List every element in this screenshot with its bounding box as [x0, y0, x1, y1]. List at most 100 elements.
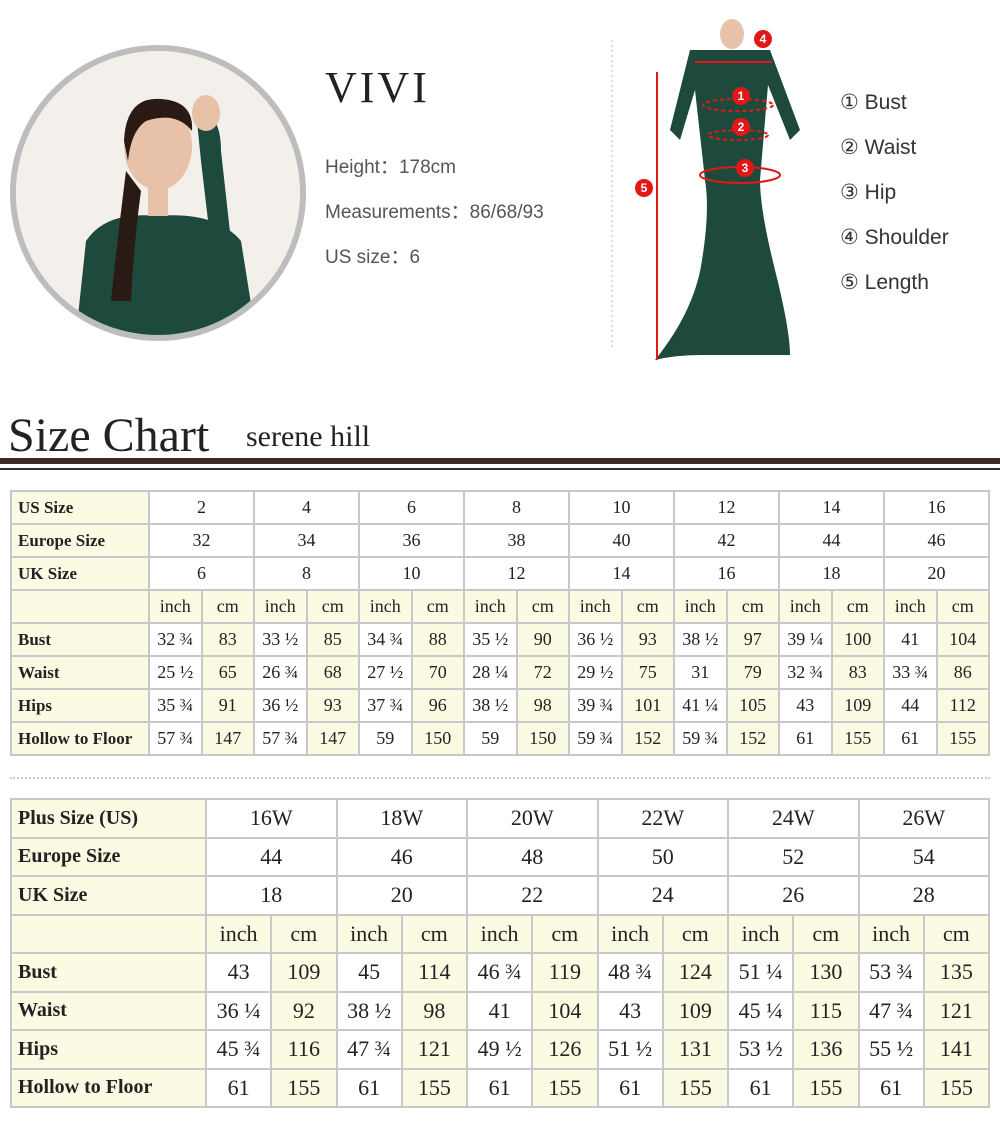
- inch-cell: 61: [465, 1067, 534, 1108]
- legend-bust: ① Bust: [840, 91, 907, 114]
- inch-cell: 36 ¼: [204, 990, 273, 1031]
- cm-cell: 72: [515, 655, 570, 690]
- inch-cell: 47 ¾: [335, 1029, 403, 1070]
- model-photo: [10, 45, 306, 341]
- unit-inch: inch: [148, 589, 203, 624]
- cm-cell: 155: [400, 1067, 469, 1108]
- cm-cell: 83: [830, 655, 885, 690]
- model-us-size: US size：6: [325, 247, 421, 268]
- measurement-row: Bust 32 ¾ 83 33 ½ 85 34 ¾ 88 35 ½ 90 36 ½ 93 38 ½ 97…: [10, 622, 990, 657]
- measurement-row: Hollow to Floor 61 155 61 155 61 155 61 155 61 155…: [10, 1067, 991, 1108]
- unit-cm: cm: [725, 589, 780, 624]
- cm-cell: 91: [200, 688, 255, 723]
- size-cell: 20: [335, 875, 468, 916]
- marker-3-label: 3: [742, 161, 749, 175]
- size-cell: 22W: [596, 798, 729, 839]
- inch-cell: 61: [726, 1067, 795, 1108]
- row-label: UK Size: [10, 556, 150, 591]
- inch-cell: 61: [204, 1067, 273, 1108]
- unit-row: inch cm inch cm inch cm inch cm inch cm inch cm: [10, 913, 991, 954]
- size-cell: 16: [883, 490, 990, 525]
- cm-cell: 130: [792, 952, 860, 993]
- cm-cell: 104: [531, 990, 599, 1031]
- size-cell: 10: [568, 490, 675, 525]
- row-label: Hollow to Floor: [10, 1067, 207, 1108]
- row-label: Europe Size: [10, 523, 150, 558]
- size-cell: 28: [857, 875, 990, 916]
- size-chart-title: Size Chart: [8, 409, 210, 462]
- marker-4: [754, 30, 772, 48]
- size-cell: 6: [358, 490, 465, 525]
- size-row: UK Size 6 8 10 12 14 16 18 20: [10, 556, 990, 591]
- standard-size-table: US Size 2 4 6 8 10 12 14 16 Europe Size 32 34 36 38 40…: [10, 490, 990, 756]
- inch-cell: 53 ½: [726, 1029, 795, 1070]
- cm-cell: 124: [661, 952, 730, 993]
- legend-length: ⑤ Length: [840, 271, 929, 294]
- unit-inch: inch: [726, 913, 795, 954]
- inch-cell: 36 ½: [568, 622, 623, 657]
- marker-group: [635, 30, 772, 197]
- size-cell: 12: [673, 490, 780, 525]
- inch-cell: 35 ¾: [148, 688, 203, 723]
- inch-cell: 32 ¾: [778, 655, 833, 690]
- marker-4-label: 4: [760, 32, 767, 46]
- size-cell: 14: [568, 556, 675, 591]
- inch-cell: 47 ¾: [857, 990, 925, 1031]
- size-cell: 2: [148, 490, 255, 525]
- size-cell: 20: [883, 556, 990, 591]
- size-cell: 16W: [205, 798, 338, 839]
- row-label: Bust: [10, 622, 150, 657]
- inch-cell: 34 ¾: [358, 622, 413, 657]
- size-cell: 38: [463, 523, 570, 558]
- cm-cell: 88: [410, 622, 465, 657]
- unit-inch: inch: [463, 589, 518, 624]
- cm-cell: 136: [792, 1029, 860, 1070]
- cm-cell: 68: [305, 655, 360, 690]
- inch-cell: 38 ½: [335, 990, 403, 1031]
- unit-inch: inch: [204, 913, 273, 954]
- cm-cell: 65: [200, 655, 255, 690]
- inch-cell: 57 ¾: [148, 721, 203, 756]
- marker-5-label: 5: [641, 181, 648, 195]
- inch-cell: 39 ¼: [778, 622, 833, 657]
- cm-cell: 147: [200, 721, 255, 756]
- inch-cell: 27 ½: [358, 655, 413, 690]
- marker-3: [736, 159, 754, 177]
- divider-thick: [0, 458, 1000, 464]
- unit-cm: cm: [830, 589, 885, 624]
- unit-inch: inch: [778, 589, 833, 624]
- cm-cell: 155: [270, 1067, 338, 1108]
- row-label: Waist: [10, 655, 150, 690]
- size-cell: 50: [596, 836, 729, 877]
- cm-cell: 155: [531, 1067, 599, 1108]
- cm-cell: 141: [922, 1029, 991, 1070]
- cm-cell: 155: [792, 1067, 860, 1108]
- size-chart-subtitle: serene hill: [246, 420, 371, 453]
- inch-cell: 45: [335, 952, 403, 993]
- size-cell: 52: [727, 836, 860, 877]
- inch-cell: 57 ¾: [253, 721, 308, 756]
- cm-cell: 86: [935, 655, 990, 690]
- size-cell: 10: [358, 556, 465, 591]
- row-label: US Size: [10, 490, 150, 525]
- cm-cell: 152: [725, 721, 780, 756]
- unit-cm: cm: [661, 913, 730, 954]
- model-measurements: Measurements：86/68/93: [325, 202, 544, 223]
- size-cell: 6: [148, 556, 255, 591]
- cm-cell: 105: [725, 688, 780, 723]
- inch-cell: 45 ¾: [204, 1029, 273, 1070]
- row-label: Hips: [10, 688, 150, 723]
- inch-cell: 43: [778, 688, 833, 723]
- size-cell: 32: [148, 523, 255, 558]
- measurement-row: Hollow to Floor 57 ¾ 147 57 ¾ 147 59 150 59 150 5…: [10, 721, 990, 756]
- size-row: Europe Size 32 34 36 38 40 42 44 46: [10, 523, 990, 558]
- marker-2: [732, 118, 750, 136]
- row-label: Europe Size: [10, 836, 207, 877]
- size-cell: 42: [673, 523, 780, 558]
- size-cell: 18: [205, 875, 338, 916]
- brand-name: VIVI: [325, 63, 430, 112]
- unit-inch: inch: [857, 913, 925, 954]
- legend-waist: ② Waist: [840, 136, 917, 159]
- cm-cell: 109: [270, 952, 338, 993]
- size-cell: 14: [778, 490, 885, 525]
